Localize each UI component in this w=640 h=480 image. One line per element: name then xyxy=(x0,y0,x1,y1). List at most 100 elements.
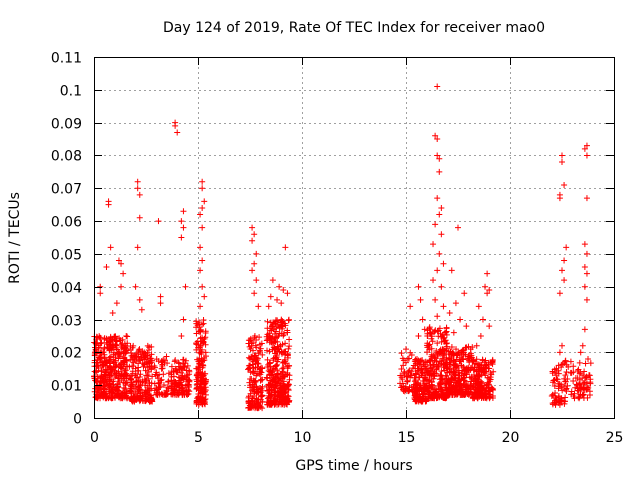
data-point xyxy=(473,389,480,396)
data-point xyxy=(254,355,261,362)
data-point xyxy=(586,392,593,399)
data-point xyxy=(443,324,450,331)
data-point xyxy=(583,142,590,149)
data-point xyxy=(555,383,562,390)
data-point xyxy=(556,349,563,356)
data-point xyxy=(438,338,445,345)
data-point xyxy=(448,267,455,274)
data-point xyxy=(149,373,156,380)
data-point xyxy=(483,395,490,402)
data-point xyxy=(132,283,139,290)
data-point xyxy=(246,379,253,386)
data-point xyxy=(432,221,439,228)
data-point xyxy=(415,283,422,290)
data-point xyxy=(101,336,108,343)
data-point xyxy=(447,348,454,355)
data-point xyxy=(438,283,445,290)
data-point xyxy=(195,401,202,408)
data-point xyxy=(276,399,283,406)
data-point xyxy=(186,367,193,374)
data-point xyxy=(417,396,424,403)
data-point xyxy=(126,395,133,402)
data-point xyxy=(202,395,209,402)
data-point xyxy=(183,378,190,385)
chart-title: Day 124 of 2019, Rate Of TEC Index for r… xyxy=(163,20,545,36)
data-point xyxy=(198,381,205,388)
y-axis-label: ROTI / TECUs xyxy=(7,192,23,284)
data-point xyxy=(431,372,438,379)
data-point xyxy=(426,324,433,331)
y-tick-label: 0.02 xyxy=(51,346,82,362)
data-point xyxy=(437,346,444,353)
data-point xyxy=(484,381,491,388)
data-point xyxy=(128,379,135,386)
data-point xyxy=(438,392,445,399)
data-point xyxy=(403,346,409,353)
data-point xyxy=(429,389,436,396)
data-point xyxy=(97,334,104,341)
data-point xyxy=(489,393,496,400)
data-point xyxy=(161,357,168,364)
data-point xyxy=(278,389,285,396)
data-point xyxy=(458,348,465,355)
data-point xyxy=(92,394,99,401)
data-point xyxy=(448,344,455,351)
data-point xyxy=(170,389,177,396)
x-tick-label: 20 xyxy=(502,430,520,446)
data-point xyxy=(132,365,139,372)
data-point xyxy=(490,387,497,394)
x-tick-label: 10 xyxy=(294,430,312,446)
data-point xyxy=(457,316,464,323)
data-point xyxy=(434,83,441,90)
data-point xyxy=(587,380,594,387)
data-point xyxy=(562,372,569,379)
data-point xyxy=(101,371,108,378)
data-point xyxy=(181,391,188,398)
data-point xyxy=(548,392,555,399)
data-point xyxy=(197,267,204,274)
x-axis-label: GPS time / hours xyxy=(295,458,412,474)
data-point xyxy=(551,366,558,373)
data-point xyxy=(176,363,183,370)
data-point xyxy=(136,356,143,363)
data-point xyxy=(106,354,113,361)
data-point xyxy=(464,365,471,372)
data-point xyxy=(433,366,440,373)
data-point xyxy=(453,346,460,353)
data-point xyxy=(412,390,419,397)
data-point xyxy=(201,198,208,205)
data-point xyxy=(176,377,183,384)
data-point xyxy=(419,316,426,323)
data-point xyxy=(463,323,470,330)
data-point xyxy=(199,224,206,231)
data-point xyxy=(553,372,560,379)
y-tick-label: 0.05 xyxy=(51,248,82,264)
data-point xyxy=(473,368,480,375)
data-point xyxy=(429,364,436,371)
ticks-layer xyxy=(94,57,615,419)
data-point xyxy=(141,361,148,368)
data-point xyxy=(174,129,181,136)
data-point xyxy=(284,290,291,297)
data-point xyxy=(550,377,557,384)
data-point xyxy=(129,368,136,375)
data-point xyxy=(172,380,179,387)
data-point xyxy=(439,391,446,398)
data-point xyxy=(434,152,441,159)
data-point xyxy=(441,329,448,336)
data-point xyxy=(583,373,590,380)
data-point xyxy=(197,395,204,402)
y-tick-label: 0.06 xyxy=(51,215,82,231)
data-point xyxy=(442,372,449,379)
data-point xyxy=(449,391,456,398)
data-point xyxy=(286,343,293,350)
data-point xyxy=(583,270,590,277)
data-point xyxy=(465,382,472,389)
data-point xyxy=(490,368,497,375)
x-tick-label: 5 xyxy=(194,430,203,446)
data-point xyxy=(450,384,457,391)
data-point xyxy=(438,204,445,211)
data-point xyxy=(407,349,414,356)
data-point xyxy=(484,270,491,277)
